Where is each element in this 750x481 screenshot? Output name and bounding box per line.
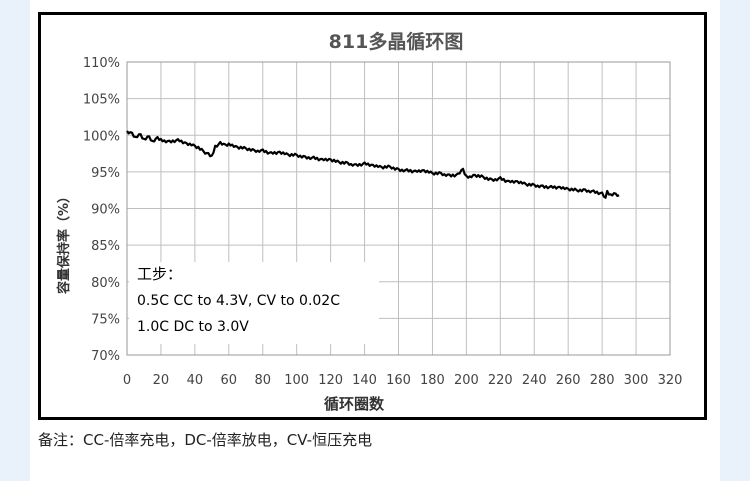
chart-title: 811多晶循环图 xyxy=(329,30,464,53)
x-tick-label: 200 xyxy=(454,373,479,388)
step-annotation: 工步： 0.5C CC to 4.3V, CV to 0.02C 1.0C DC… xyxy=(129,262,379,344)
x-tick-label: 0 xyxy=(123,373,131,388)
x-tick-label: 220 xyxy=(488,373,513,388)
annotation-background xyxy=(129,262,379,344)
y-tick-label: 110% xyxy=(83,56,120,71)
line-layer xyxy=(126,130,620,199)
right-side-band xyxy=(720,0,750,481)
y-tick-label: 70% xyxy=(91,349,120,364)
annotation-heading: 工步： xyxy=(137,265,182,283)
x-tick-label: 20 xyxy=(153,373,170,388)
x-tick-label: 80 xyxy=(254,373,271,388)
left-side-band xyxy=(0,0,30,481)
y-axis-label: 容量保持率（%） xyxy=(56,190,72,295)
x-tick-label: 300 xyxy=(624,373,649,388)
y-tick-label: 105% xyxy=(83,93,120,108)
x-tick-label: 180 xyxy=(420,373,445,388)
annotation-discharge-step: 1.0C DC to 3.0V xyxy=(137,319,249,335)
x-tick-label: 280 xyxy=(590,373,615,388)
y-tick-label: 75% xyxy=(91,312,120,327)
y-tick-label: 80% xyxy=(91,276,120,291)
x-tick-label: 240 xyxy=(522,373,547,388)
x-tick-label: 260 xyxy=(556,373,581,388)
y-tick-label: 95% xyxy=(91,166,120,181)
x-tick-label: 160 xyxy=(386,373,411,388)
x-tick-label: 140 xyxy=(352,373,377,388)
x-tick-label: 320 xyxy=(658,373,683,388)
x-tick-label: 120 xyxy=(318,373,343,388)
plot-area xyxy=(126,61,671,356)
x-axis-label: 循环圈数 xyxy=(324,395,385,413)
chart-frame xyxy=(38,12,707,420)
y-tick-label: 85% xyxy=(91,239,120,254)
series-line xyxy=(126,130,620,199)
annotation-charge-step: 0.5C CC to 4.3V, CV to 0.02C xyxy=(137,293,340,309)
x-tick-label: 40 xyxy=(187,373,204,388)
y-tick-label: 100% xyxy=(83,129,120,144)
x-tick-label: 100 xyxy=(284,373,309,388)
x-tick-label: 60 xyxy=(221,373,238,388)
y-tick-label: 90% xyxy=(91,203,120,218)
footnote: 备注：CC-倍率充电，DC-倍率放电，CV-恒压充电 xyxy=(38,431,373,449)
axis-layer: 0 20 40 60 80 100 120 140 160 180 200 220 240 260 280 3… xyxy=(83,56,683,388)
